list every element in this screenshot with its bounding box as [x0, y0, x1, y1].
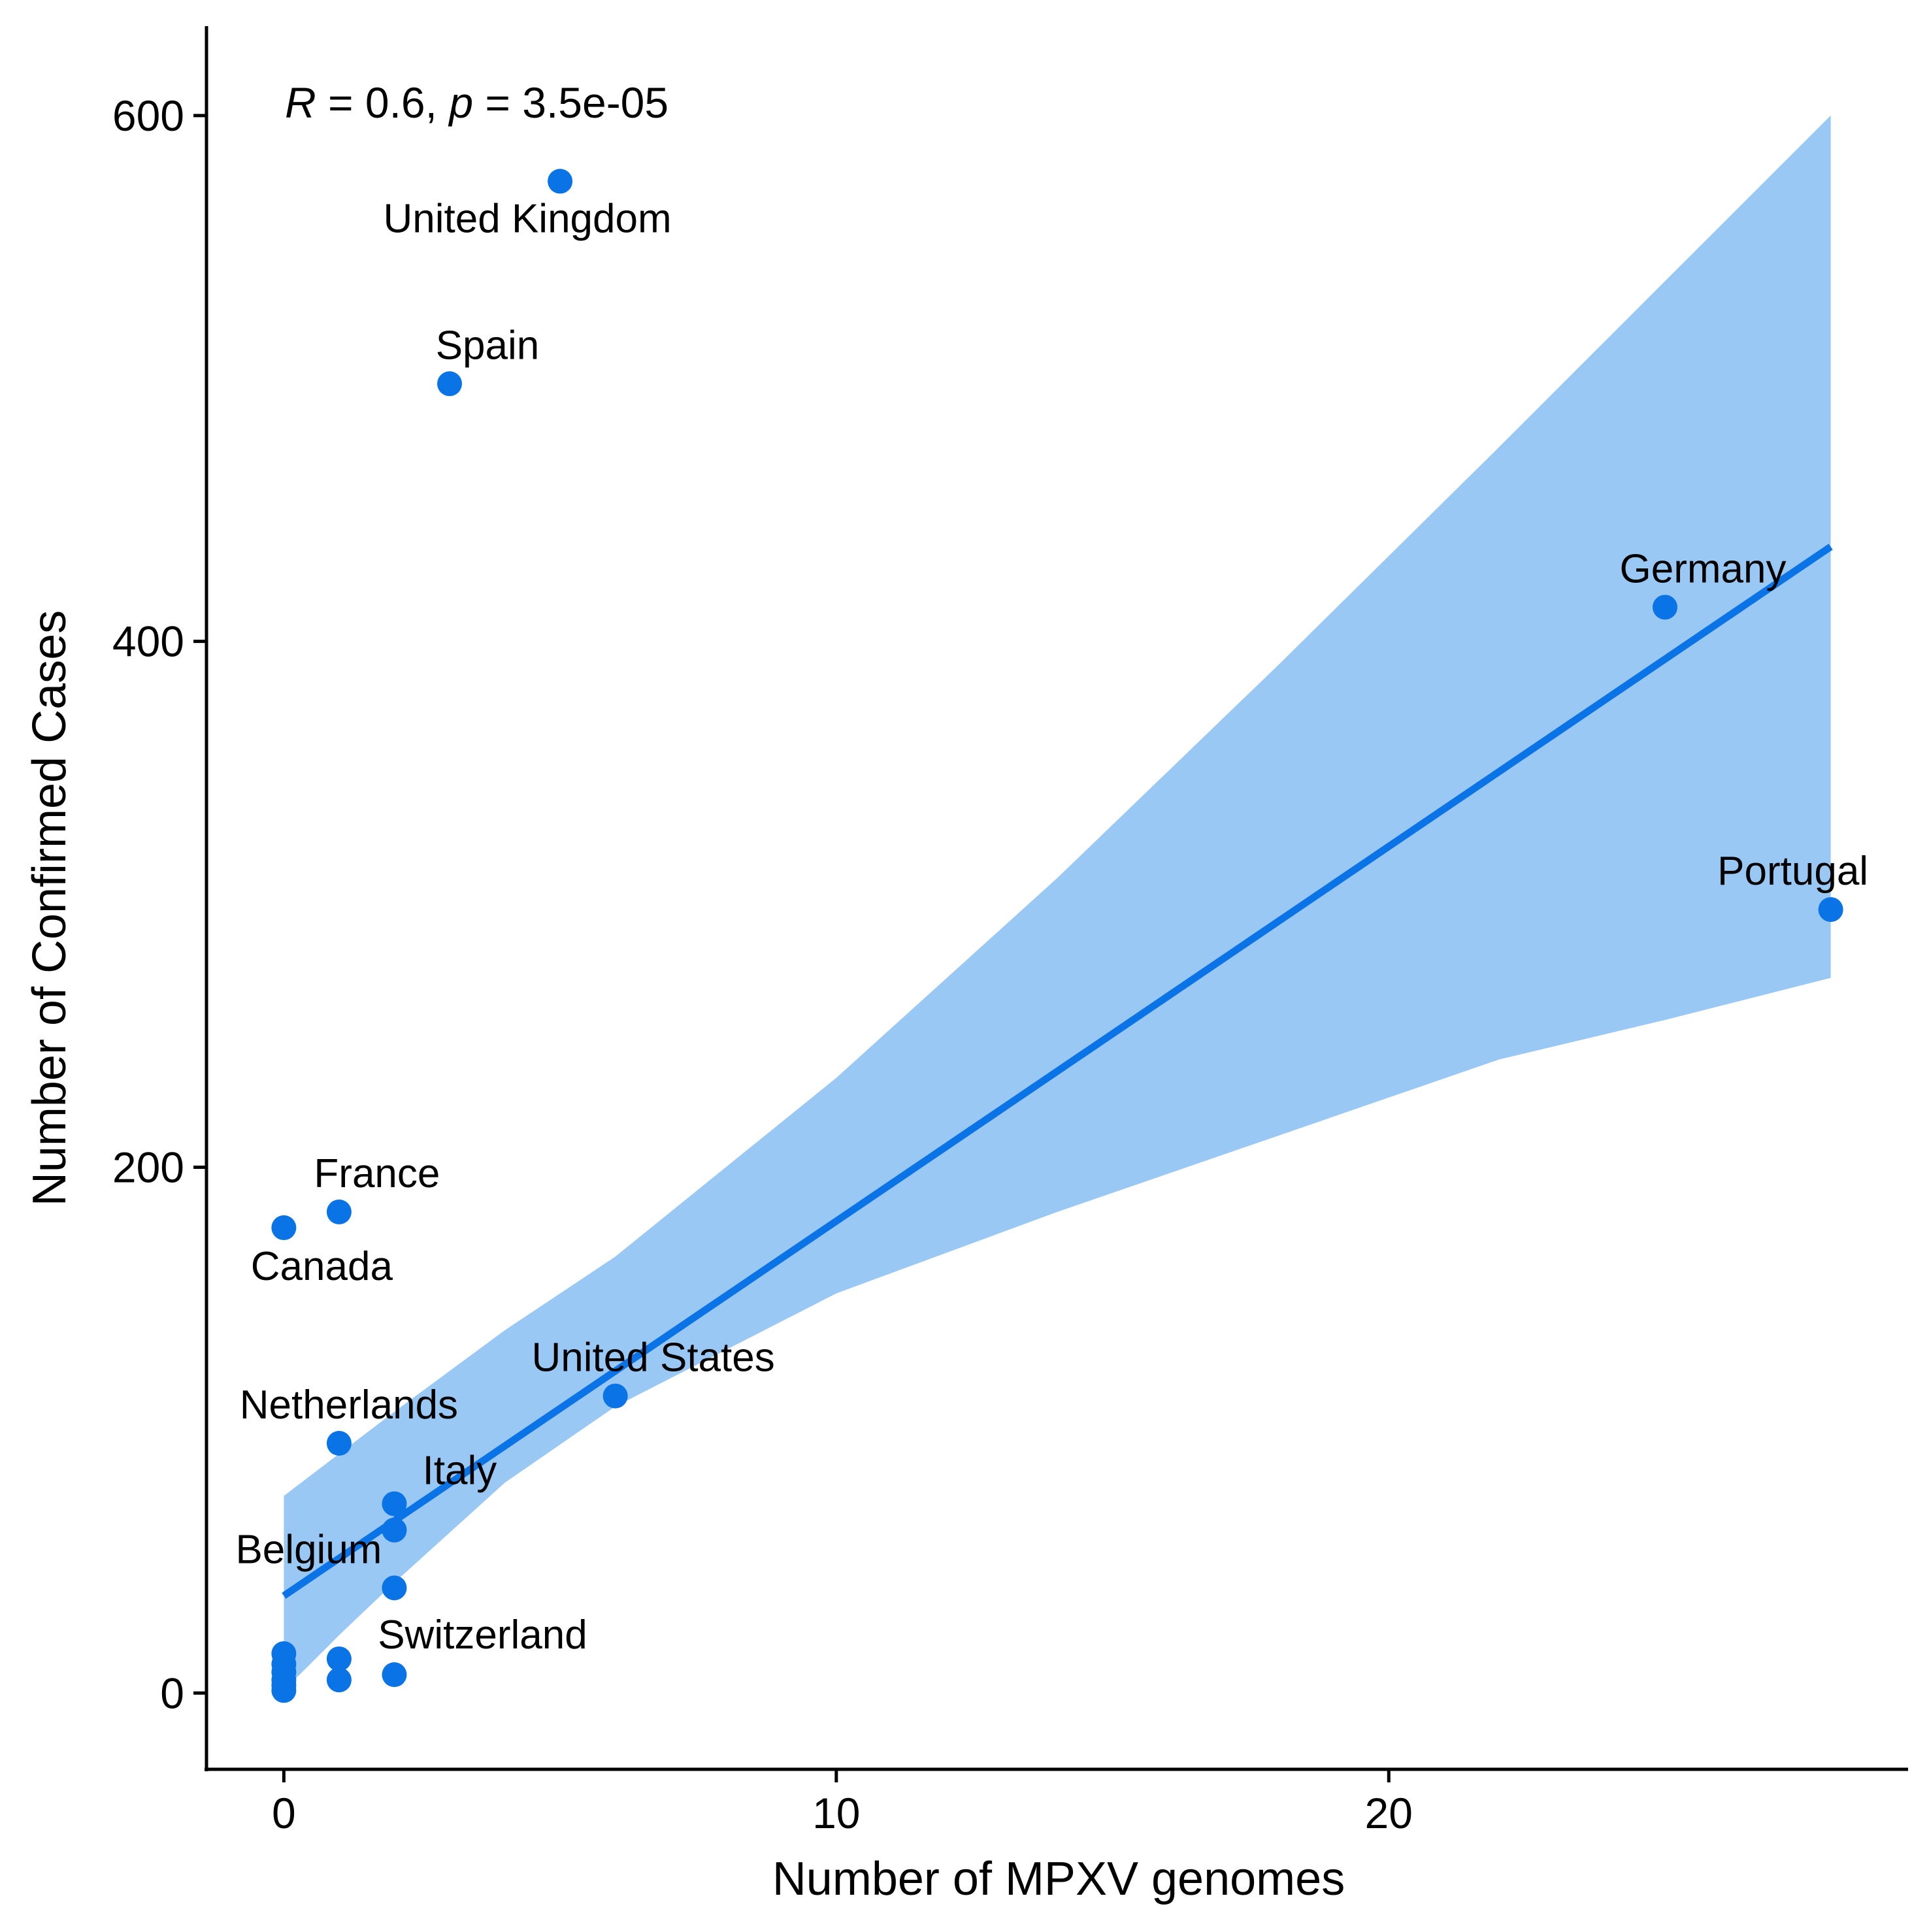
data-point: [1653, 595, 1677, 620]
point-label: Italy: [423, 1449, 497, 1494]
data-point: [437, 371, 462, 397]
data-point: [1818, 897, 1843, 923]
annotation-p-symbol: p: [448, 78, 473, 127]
x-tick-label: 0: [272, 1789, 296, 1837]
point-label: France: [314, 1151, 440, 1196]
annotation-r-symbol: R: [285, 78, 316, 127]
data-point: [602, 1383, 628, 1409]
data-point: [326, 1199, 352, 1224]
regression-line: [282, 544, 1833, 1599]
point-label: Portugal: [1717, 849, 1868, 894]
data-point: [326, 1431, 352, 1456]
y-axis-title: Number of Confirmed Cases: [24, 610, 76, 1206]
x-axis-title: Number of MPXV genomes: [772, 1853, 1345, 1905]
point-label: Netherlands: [240, 1383, 458, 1428]
point-label: Germany: [1620, 546, 1787, 591]
point-label: United Kingdom: [384, 196, 672, 241]
data-point: [548, 169, 573, 194]
data-point: [382, 1662, 407, 1688]
confidence-ribbon: [284, 115, 1831, 1691]
data-point: [271, 1678, 297, 1703]
data-point: [271, 1215, 297, 1241]
annotation-r-text: = 0.6,: [316, 78, 450, 127]
y-tick-label: 200: [112, 1143, 184, 1191]
x-tick-label: 20: [1365, 1789, 1413, 1837]
correlation-annotation: R = 0.6, p = 3.5e-05: [285, 78, 668, 127]
data-point: [382, 1517, 407, 1543]
point-label: Canada: [251, 1244, 393, 1289]
x-tick-label: 10: [812, 1789, 860, 1837]
data-point: [382, 1491, 407, 1516]
data-point: [326, 1667, 352, 1693]
y-tick-label: 0: [160, 1669, 184, 1717]
y-tick-label: 600: [112, 91, 184, 140]
y-tick-label: 400: [112, 617, 184, 666]
data-point: [326, 1646, 352, 1671]
point-label: Switzerland: [378, 1613, 587, 1658]
point-label: United States: [532, 1335, 775, 1381]
point-label: Spain: [436, 323, 540, 368]
data-point: [382, 1575, 407, 1601]
annotation-p-text: = 3.5e-05: [473, 78, 668, 127]
point-label: Belgium: [235, 1527, 382, 1572]
